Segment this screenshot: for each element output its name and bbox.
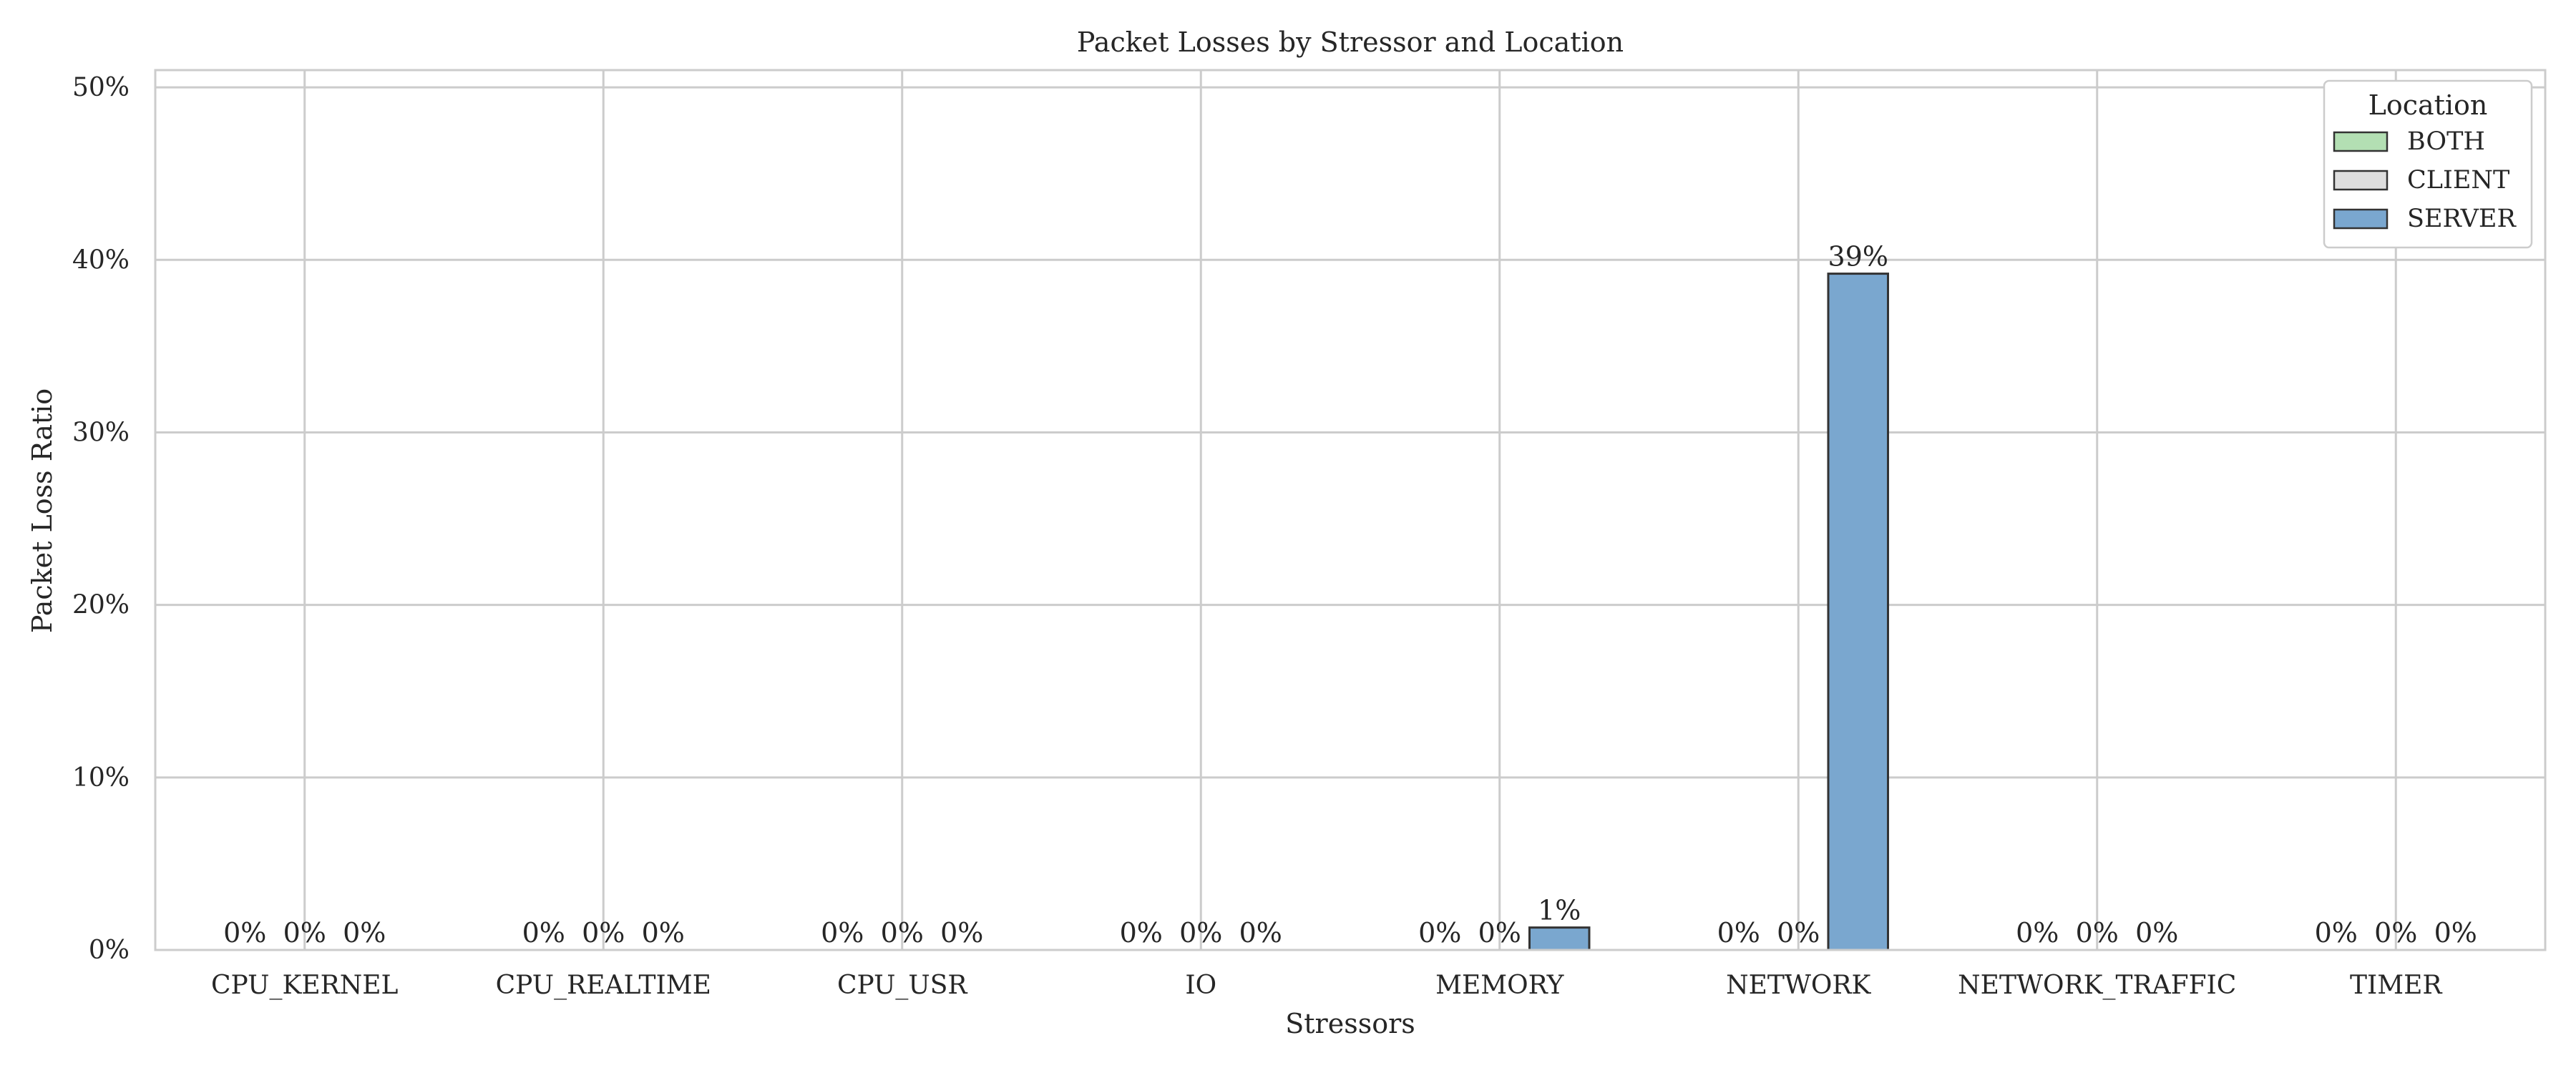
x-tick-label: CPU_KERNEL	[211, 971, 399, 1000]
x-tick-label: CPU_USR	[837, 971, 967, 1000]
x-tick-label: MEMORY	[1435, 971, 1565, 1000]
bar-data-label: 39%	[1828, 241, 1888, 273]
bar-data-label: 0%	[223, 917, 266, 949]
bar-data-label: 0%	[1478, 917, 1521, 949]
legend-title: Location	[2368, 89, 2488, 121]
bar-data-label: 0%	[2434, 917, 2477, 949]
bar-data-label: 0%	[881, 917, 924, 949]
y-tick-label: 40%	[72, 245, 130, 275]
bar-data-label: 0%	[283, 917, 326, 949]
bar-data-label: 0%	[343, 917, 386, 949]
legend-entry-label: CLIENT	[2407, 166, 2509, 195]
bar-data-label: 0%	[2076, 917, 2119, 949]
x-axis-label: Stressors	[1285, 1008, 1415, 1039]
bar-labels: 0% 0% 0% 0% 0% 0% 0% 0% 0% 0% 0% 0% 0% 0% 1% 0% 0% 39% 0% 0…	[223, 241, 2477, 949]
bar-data-label: 0%	[1239, 917, 1282, 949]
x-tick-label: TIMER	[2350, 971, 2442, 1000]
x-tick-labels: CPU_KERNEL CPU_REALTIME CPU_USR IO MEMORY NET…	[211, 971, 2442, 1000]
bar	[1827, 273, 1889, 951]
y-tick-label: 10%	[72, 763, 130, 793]
x-tick-label: IO	[1185, 971, 1216, 1000]
bar-data-label: 0%	[2016, 917, 2059, 949]
legend-swatch	[2333, 170, 2389, 191]
bar-data-label: 0%	[821, 917, 864, 949]
legend-box	[2323, 79, 2533, 249]
legend-entry-label: SERVER	[2407, 205, 2517, 233]
bar-data-label: 0%	[1777, 917, 1820, 949]
plot-frame	[154, 69, 2547, 951]
bar-data-label: 0%	[1717, 917, 1760, 949]
legend-swatch	[2333, 208, 2389, 230]
bar-data-label: 0%	[1120, 917, 1163, 949]
y-tick-label: 0%	[89, 936, 130, 965]
bar-data-label: 0%	[1179, 917, 1222, 949]
bar-data-label: 0%	[522, 917, 565, 949]
bar-data-label: 0%	[940, 917, 983, 949]
x-tick-label: NETWORK	[1726, 971, 1871, 1000]
bar-data-label: 0%	[642, 917, 685, 949]
gridlines	[155, 70, 2545, 951]
bar-data-label: 0%	[2374, 917, 2417, 949]
legend-entries: BOTH CLIENT SERVER	[2333, 127, 2517, 233]
bar-data-label: 0%	[2315, 917, 2358, 949]
bars	[1528, 273, 1889, 951]
legend-entry-label: BOTH	[2407, 127, 2485, 156]
bar-data-label: 1%	[1538, 895, 1581, 926]
legend: Location BOTH CLIENT SERVER	[2323, 79, 2533, 249]
y-tick-label: 30%	[72, 418, 130, 447]
x-tick-label: CPU_REALTIME	[496, 971, 711, 1000]
legend-swatch	[2333, 131, 2389, 152]
bar-data-label: 0%	[2135, 917, 2178, 949]
y-tick-label: 20%	[72, 591, 130, 620]
chart-title: Packet Losses by Stressor and Location	[1077, 26, 1624, 58]
bar-data-label: 0%	[1418, 917, 1461, 949]
bar	[1528, 926, 1591, 951]
bar-data-label: 0%	[582, 917, 625, 949]
y-tick-labels: 0% 10% 20% 30% 40% 50%	[72, 73, 130, 965]
y-tick-label: 50%	[72, 73, 130, 102]
y-axis-label: Packet Loss Ratio	[26, 388, 58, 633]
x-tick-label: NETWORK_TRAFFIC	[1958, 971, 2236, 1000]
